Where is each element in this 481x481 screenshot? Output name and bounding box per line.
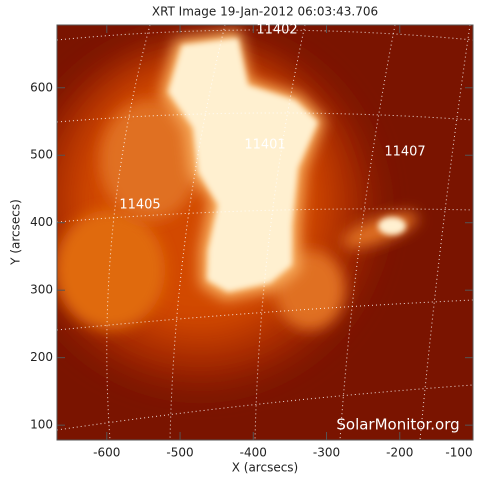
x-tick-label: -300 xyxy=(313,446,340,460)
y-tick-label: 500 xyxy=(30,148,53,162)
solar-image xyxy=(57,25,473,440)
plot-frame xyxy=(56,24,474,441)
y-axis-label: Y (arcsecs) xyxy=(9,199,23,266)
region-label: 11401 xyxy=(244,138,285,153)
watermark: SolarMonitor.org xyxy=(336,416,459,434)
x-tick-label: -100 xyxy=(445,446,472,460)
y-tick-label: 300 xyxy=(30,283,53,297)
x-axis-label: X (arcsecs) xyxy=(232,461,299,475)
x-tick-label: -600 xyxy=(93,446,120,460)
y-tick-label: 100 xyxy=(30,418,53,432)
heliographic-grid xyxy=(57,25,473,440)
y-tick-label: 200 xyxy=(30,350,53,364)
region-label: 11407 xyxy=(384,145,425,160)
region-label: 11402 xyxy=(256,23,297,38)
x-tick-label: -200 xyxy=(386,446,413,460)
chart-title: XRT Image 19-Jan-2012 06:03:43.706 xyxy=(152,5,378,19)
y-tick-label: 600 xyxy=(30,80,53,94)
x-tick-label: -400 xyxy=(240,446,267,460)
x-tick-label: -500 xyxy=(166,446,193,460)
region-label: 11405 xyxy=(119,198,160,213)
y-tick-label: 400 xyxy=(30,215,53,229)
